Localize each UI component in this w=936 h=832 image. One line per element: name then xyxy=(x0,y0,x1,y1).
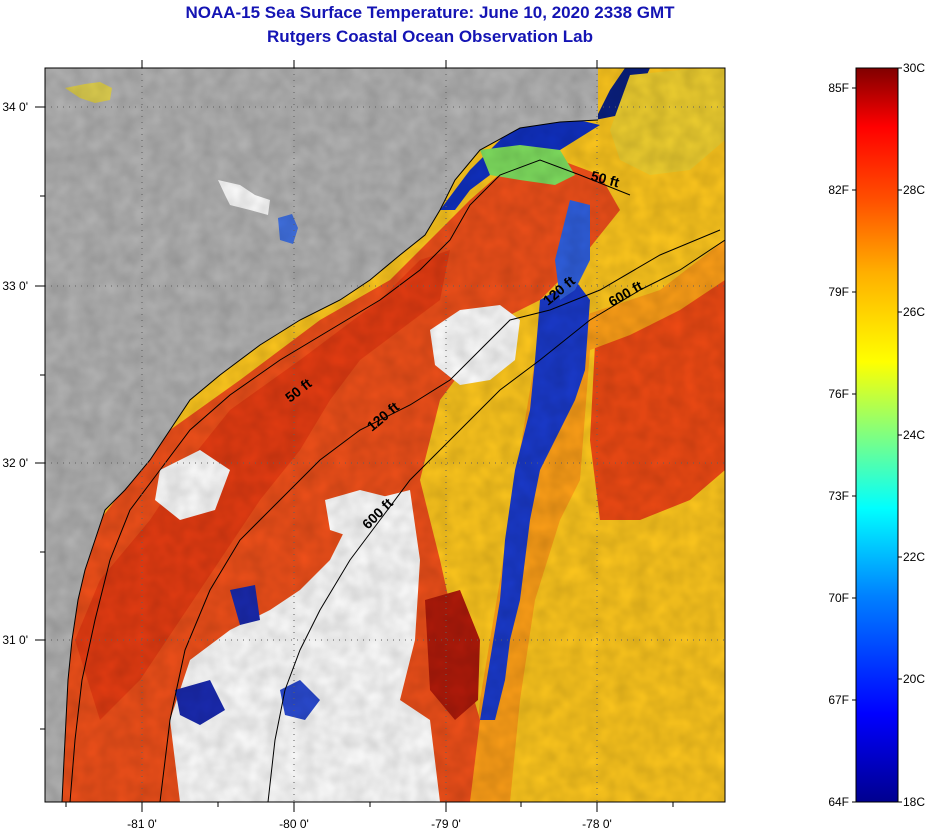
x-tick-label: -78 0' xyxy=(582,817,612,831)
y-tick-label: 33 0' xyxy=(2,279,28,293)
x-tick-label: -80 0' xyxy=(279,817,309,831)
colorbar-c-label: 24C xyxy=(903,428,925,442)
coastline xyxy=(61,119,599,802)
tick-marks xyxy=(35,60,674,812)
colorbar-f-label: 76F xyxy=(828,387,849,401)
colorbar-f-label: 79F xyxy=(828,285,849,299)
colorbar-c-label: 22C xyxy=(903,550,925,564)
x-tick-label: -81 0' xyxy=(127,817,157,831)
texture-overlay xyxy=(45,68,725,802)
colorbar xyxy=(855,67,899,803)
colorbar-c-label: 18C xyxy=(903,795,925,809)
y-tick-label: 31 0' xyxy=(2,633,28,647)
colorbar-c-label: 28C xyxy=(903,183,925,197)
graticule xyxy=(45,68,725,802)
colorbar-c-label: 20C xyxy=(903,672,925,686)
colorbar-f-label: 70F xyxy=(828,591,849,605)
colorbar-f-label: 73F xyxy=(828,489,849,503)
map-panel xyxy=(45,68,725,802)
colorbar-f-label: 67F xyxy=(828,693,849,707)
y-tick-label: 34 0' xyxy=(2,100,28,114)
colorbar-f-label: 64F xyxy=(828,795,849,809)
x-tick-label: -79 0' xyxy=(431,817,461,831)
contour-50ft xyxy=(69,159,631,802)
colorbar-f-label: 85F xyxy=(828,81,849,95)
map-frame xyxy=(44,67,726,803)
map-title: NOAA-15 Sea Surface Temperature: June 10… xyxy=(185,3,675,22)
contour-label: 50 ft xyxy=(589,167,621,190)
colorbar-c-label: 26C xyxy=(903,305,925,319)
y-tick-label: 32 0' xyxy=(2,456,28,470)
colorbar-ticks xyxy=(852,67,902,803)
colorbar-f-label: 82F xyxy=(828,183,849,197)
map-subtitle: Rutgers Coastal Ocean Observation Lab xyxy=(267,27,593,46)
contour-600ft xyxy=(267,239,725,802)
contour-120ft xyxy=(159,229,721,802)
colorbar-c-label: 30C xyxy=(903,61,925,75)
